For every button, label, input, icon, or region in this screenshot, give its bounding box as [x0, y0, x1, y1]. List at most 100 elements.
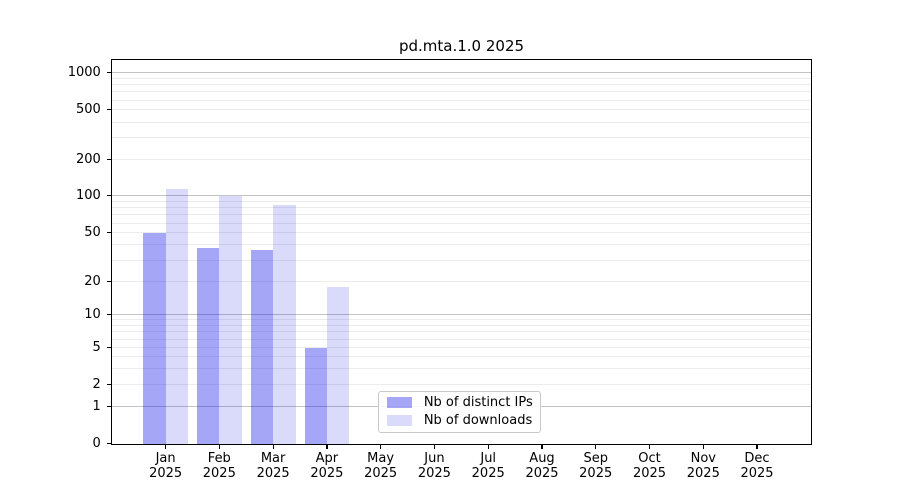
x-tick-label-line: Aug [529, 450, 555, 466]
x-tick-label-line: 2025 [471, 466, 505, 482]
x-tick-label-line: 2025 [417, 466, 451, 482]
y-tick-label: 200 [75, 151, 101, 167]
x-tick [648, 445, 651, 449]
gridline-minor [111, 347, 811, 349]
x-tick-label: Aug 2025 [512, 451, 572, 482]
y-tick [106, 443, 111, 445]
gridline-major [111, 72, 811, 74]
x-tick-label-line: Mar [260, 450, 286, 466]
y-tick [106, 232, 111, 234]
bar-distinct-ips-feb-2025 [196, 247, 220, 444]
x-tick-label-line: 2025 [686, 466, 720, 482]
x-tick-label-line: Jan [155, 450, 176, 466]
legend-label-distinct-ips: Nb of distinct IPs [423, 395, 533, 411]
x-tick-label-line: 2025 [632, 466, 667, 482]
x-tick-label: May 2025 [351, 451, 411, 482]
y-tick-label: 10 [84, 306, 101, 322]
chart-title: pd.mta.1.0 2025 [398, 37, 525, 55]
y-tick [106, 72, 111, 74]
x-tick-label: Apr 2025 [297, 451, 357, 482]
y-tick-label: 500 [75, 101, 101, 117]
x-tick-label-line: Dec [744, 450, 770, 466]
y-tick [106, 281, 111, 283]
gridline-minor [111, 356, 811, 358]
x-tick-label: Jun 2025 [404, 451, 464, 482]
x-tick [756, 445, 758, 449]
x-tick-label: Jul 2025 [458, 451, 518, 482]
x-tick-label-line: 2025 [525, 466, 559, 482]
gridline-minor [111, 207, 811, 209]
gridline-minor [111, 367, 811, 369]
bar-distinct-ips-jan-2025 [143, 232, 166, 444]
gridline-minor [111, 244, 811, 246]
x-tick [433, 445, 435, 449]
y-tick-label: 2 [92, 376, 101, 392]
gridline-minor [111, 331, 811, 333]
gridline-minor [111, 259, 811, 261]
gridline-minor [111, 319, 811, 321]
bar-downloads-feb-2025 [219, 195, 242, 444]
x-tick-label-line: May [367, 450, 395, 466]
x-tick-label-line: Jun [424, 450, 445, 466]
x-tick-label-line: 2025 [579, 466, 613, 482]
gridline-minor [111, 324, 811, 326]
gridline-major [111, 314, 811, 316]
x-tick-label: Oct 2025 [620, 451, 680, 482]
gridline-minor [111, 121, 811, 123]
legend-label-downloads: Nb of downloads [423, 413, 533, 429]
y-tick-label: 5 [92, 339, 101, 355]
legend-swatch-distinct-ips [386, 397, 412, 409]
bar-downloads-mar-2025 [273, 204, 296, 444]
x-tick-label-line: Oct [638, 450, 661, 466]
gridline-minor [111, 77, 811, 79]
x-tick-label-line: 2025 [364, 466, 398, 482]
gridline-minor [111, 338, 811, 340]
x-tick [702, 445, 704, 449]
y-tick [106, 109, 111, 111]
x-tick-label-line: Sep [583, 450, 608, 466]
bar-downloads-jan-2025 [165, 188, 188, 444]
x-tick-label-line: 2025 [310, 466, 344, 482]
x-tick-label: Sep 2025 [566, 451, 626, 482]
gridline-minor [111, 137, 811, 139]
gridline-minor [111, 214, 811, 216]
x-tick-label-line: 2025 [149, 466, 183, 482]
y-tick-label: 20 [84, 273, 101, 289]
x-tick [541, 445, 543, 449]
y-tick-label: 100 [75, 187, 101, 203]
x-tick [272, 445, 274, 449]
y-tick [106, 314, 111, 316]
y-tick-label: 50 [84, 224, 101, 240]
x-tick [595, 445, 597, 449]
x-tick-label: Jan 2025 [136, 451, 196, 482]
x-tick-label: Nov 2025 [673, 451, 733, 482]
y-tick [106, 406, 111, 408]
x-tick-label-line: 2025 [202, 466, 236, 482]
legend: Nb of distinct IPs Nb of downloads [377, 390, 541, 433]
x-tick [380, 445, 382, 449]
y-tick-label: 1000 [67, 64, 101, 80]
legend-item-downloads: Nb of downloads [386, 413, 540, 429]
bar-downloads-apr-2025 [326, 286, 350, 444]
y-tick [106, 195, 111, 197]
x-tick [165, 445, 167, 449]
x-tick-label-line: Feb [207, 450, 231, 466]
x-tick-label-line: 2025 [256, 466, 290, 482]
y-tick [106, 347, 111, 349]
x-tick-label-line: Jul [480, 450, 497, 466]
y-tick-label: 0 [92, 435, 101, 451]
x-tick [218, 445, 220, 449]
x-tick-label-line: 2025 [740, 466, 774, 482]
bar-distinct-ips-mar-2025 [250, 250, 274, 444]
x-tick [326, 445, 328, 449]
gridline-minor [111, 232, 811, 234]
legend-item-distinct-ips: Nb of distinct IPs [386, 395, 540, 411]
gridline-minor [111, 109, 811, 111]
gridline-minor [111, 91, 811, 93]
gridline-minor [111, 99, 811, 101]
gridline-major [111, 195, 811, 197]
gridline-minor [111, 384, 811, 386]
x-tick-label: Mar 2025 [243, 451, 303, 482]
legend-swatch-downloads [386, 415, 412, 427]
